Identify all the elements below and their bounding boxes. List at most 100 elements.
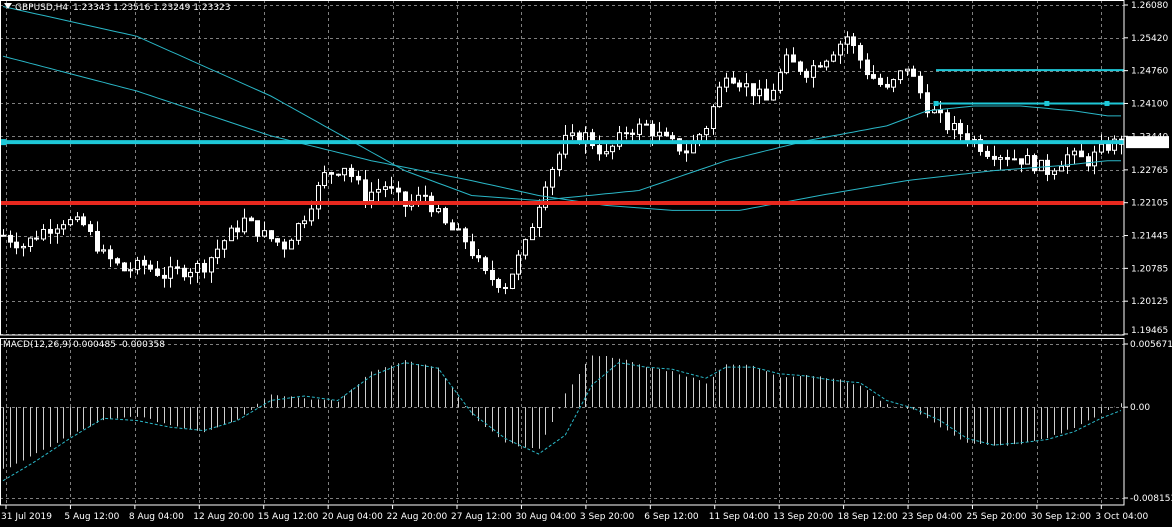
candle-body: [617, 132, 622, 147]
price-axis-label: 1.21445: [1131, 232, 1168, 242]
candle-body: [737, 82, 742, 88]
moving-average-fast: [2, 6, 1121, 202]
candle-body: [684, 150, 689, 154]
candle-body: [724, 77, 729, 88]
time-axis-label: 22 Aug 20:00: [387, 512, 448, 522]
candle-body: [965, 133, 970, 141]
time-axis-label: 6 Sep 12:00: [644, 512, 699, 522]
candle-body: [1, 234, 6, 237]
candle-body: [383, 186, 388, 190]
candle-body: [135, 259, 140, 271]
candle-body: [289, 239, 294, 250]
candle-body: [1059, 165, 1064, 172]
candle-body: [1012, 158, 1017, 161]
candle-body: [403, 191, 408, 207]
candle-body: [952, 123, 957, 131]
time-axis-label: 23 Sep 04:00: [902, 512, 962, 522]
candle-body: [911, 68, 916, 77]
candle-body: [101, 249, 106, 252]
candle-body: [858, 45, 863, 61]
candle-body: [108, 249, 113, 260]
candle-body: [764, 88, 769, 101]
time-axis-label: 20 Aug 04:00: [322, 512, 383, 522]
candle-body: [1072, 150, 1077, 156]
candle-body: [697, 134, 702, 142]
candle-body: [249, 217, 254, 222]
candle-body: [282, 241, 287, 250]
candle-body: [209, 257, 214, 273]
macd-grid: [0, 338, 1124, 505]
macd-header: MACD(12,26,9) 0.000485 -0.000358: [3, 340, 165, 350]
candle-body: [1019, 158, 1024, 165]
current-price-label: 1.23323: [1129, 138, 1166, 148]
time-axis-label: 30 Sep 12:00: [1031, 512, 1091, 522]
candle-body: [784, 54, 789, 74]
candle-body: [1039, 159, 1044, 172]
candle-body: [476, 255, 481, 259]
candle-body: [128, 269, 133, 272]
candle-body: [1005, 157, 1010, 160]
candle-body: [918, 75, 923, 94]
candle-body: [450, 222, 455, 231]
candle-body: [1065, 154, 1070, 167]
candle-body: [1025, 155, 1030, 165]
time-axis-label: 12 Aug 20:00: [193, 512, 254, 522]
candle-body: [1106, 143, 1111, 151]
price-pane-frame: [0, 0, 1125, 336]
candle-body: [142, 259, 147, 266]
candle-body: [804, 70, 809, 78]
candle-body: [530, 227, 535, 241]
candle-body: [68, 219, 73, 226]
candle-body: [1079, 150, 1084, 158]
candle-body: [48, 228, 53, 234]
candle-body: [182, 267, 187, 278]
horizontal-lines[interactable]: [0, 69, 1124, 205]
macd-axis: 0.005671 0.00 -0.008153: [1124, 340, 1172, 504]
candle-body: [570, 132, 575, 136]
candle-body: [664, 131, 669, 137]
candle-body: [1045, 159, 1050, 175]
candle-body: [95, 230, 100, 252]
candle-body: [1112, 138, 1117, 151]
candle-body: [490, 269, 495, 281]
candle-body: [88, 224, 93, 232]
header-arrow-icon: [4, 3, 12, 9]
candle-body: [81, 216, 86, 226]
candle-body: [945, 112, 950, 131]
candle-body: [1032, 155, 1037, 172]
candle-body: [717, 86, 722, 108]
candle-body: [363, 179, 368, 202]
pane-frames: [0, 0, 1125, 506]
candle-body: [650, 123, 655, 137]
candle-body: [624, 132, 629, 135]
time-axis-label: 8 Aug 04:00: [129, 512, 184, 522]
candle-body: [115, 258, 120, 264]
candle-body: [557, 153, 562, 170]
candle-body: [610, 145, 615, 153]
candle-body: [885, 83, 890, 88]
candle-body: [470, 241, 475, 257]
macd-axis-label: 0.00: [1130, 403, 1150, 413]
candle-body: [242, 217, 247, 233]
symbol-header: GBPUSD,H4 1.23343 1.23516 1.23249 1.2332…: [4, 3, 230, 13]
candle-body: [369, 191, 374, 202]
price-axis-label: 1.22765: [1131, 166, 1168, 176]
candle-body: [14, 241, 19, 249]
candle-body: [342, 167, 347, 176]
candle-body: [824, 60, 829, 68]
candle-body: [202, 262, 207, 273]
candle-body: [657, 131, 662, 137]
candle-body: [356, 175, 361, 181]
price-axis-label: 1.24100: [1131, 99, 1168, 109]
candle-body: [34, 237, 39, 240]
candle-body: [175, 266, 180, 269]
candle-body: [851, 36, 856, 47]
candle-body: [891, 79, 896, 88]
candle-body: [195, 262, 200, 273]
candle-body: [925, 92, 930, 114]
time-axis-label: 18 Sep 12:00: [838, 512, 898, 522]
candle-body: [436, 208, 441, 213]
candle-body: [831, 54, 836, 62]
price-axis-label: 1.20785: [1131, 264, 1168, 274]
ohlc-values: 1.23343 1.23516 1.23249 1.23323: [73, 3, 230, 13]
